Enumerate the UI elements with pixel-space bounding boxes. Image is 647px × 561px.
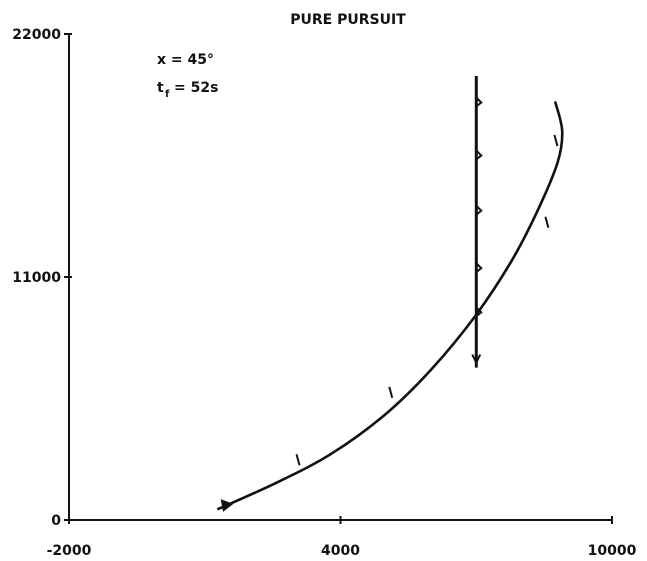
time-annotation-symbol: t [157, 80, 164, 96]
marks-layer [220, 96, 559, 512]
target-start-mark [471, 354, 482, 365]
target-direction-mark [475, 262, 483, 273]
target-direction-mark [475, 96, 483, 108]
chart-title: PURE PURSUIT [290, 12, 406, 28]
x-tick-label: -2000 [47, 543, 92, 559]
target-direction-mark [475, 149, 483, 161]
tick-marks [64, 33, 613, 524]
pursuer-time-mark [388, 386, 394, 399]
target-direction-mark [475, 205, 483, 216]
y-tick-label: 22000 [12, 27, 61, 43]
pursuer-start-arrow [220, 499, 234, 512]
angle-annotation: x = 45° [157, 52, 214, 68]
x-tick-label: 4000 [321, 543, 360, 559]
time-annotation-value: = 52s [174, 80, 218, 96]
pursuer-time-mark [553, 134, 559, 147]
series-layer [217, 76, 564, 511]
time-annotation: t f = 52s [157, 80, 218, 100]
time-annotation-subscript: f [165, 89, 170, 100]
pursuer-trajectory [217, 101, 564, 511]
target-direction-mark [475, 306, 483, 318]
pursuer-time-mark [295, 453, 301, 466]
x-tick-label: 10000 [588, 543, 637, 559]
pursuer-time-mark [544, 216, 550, 229]
tick-labels: -2000 4000 10000 0 11000 22000 [12, 27, 636, 559]
y-tick-label: 11000 [12, 270, 61, 286]
y-tick-label: 0 [51, 513, 61, 529]
